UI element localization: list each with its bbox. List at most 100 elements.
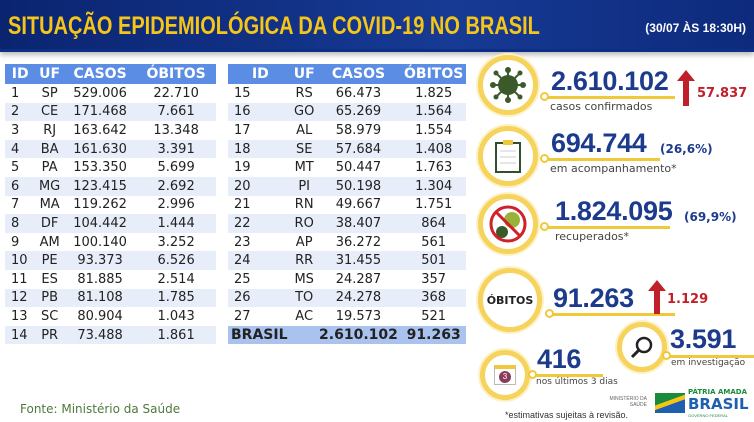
- table-row: 21 RN 49.667 1.751: [228, 196, 466, 215]
- arrow-up-icon: [648, 280, 666, 314]
- cell-id: 4: [5, 139, 36, 159]
- update-date: (30/07 ÀS 18:30H): [645, 21, 746, 35]
- cell-obitos: 6.526: [136, 251, 216, 270]
- recovered-value: 1.824.095: [555, 196, 673, 226]
- table-row: 22 RO 38.407 864: [228, 214, 466, 233]
- cell-casos: 123.415: [63, 176, 137, 196]
- cell-uf: PA: [41, 160, 58, 176]
- cell-id: 27: [234, 308, 251, 324]
- deaths-value: 91.263: [553, 283, 634, 313]
- cell-uf: RS: [295, 85, 313, 101]
- cell-uf: RR: [292, 251, 316, 270]
- cell-casos: 104.442: [63, 214, 137, 233]
- recovered-pct: (69,9%): [684, 210, 737, 224]
- table-row: 14 PR 73.488 1.861: [5, 325, 216, 345]
- no-virus-icon: [478, 194, 538, 254]
- table-row: 7 MA 119.262 2.996: [5, 196, 216, 215]
- cell-obitos: 1.564: [401, 102, 466, 122]
- cell-uf: MS: [294, 271, 314, 287]
- cell-uf: AM: [39, 234, 60, 250]
- cell-casos: 58.979: [335, 122, 382, 138]
- investigation-value: 3.591: [670, 324, 737, 354]
- table-row: 16 GO 65.269 1.564: [228, 102, 466, 122]
- cell-id: 21: [234, 197, 251, 213]
- cell-uf: TO: [292, 288, 316, 308]
- cell-id: 8: [5, 214, 36, 233]
- cell-id: 11: [11, 271, 28, 287]
- table-row: 20 PI 50.198 1.304: [228, 176, 466, 196]
- cell-id: 18: [228, 139, 293, 159]
- cell-id: 20: [228, 176, 293, 196]
- cell-casos: 93.373: [63, 251, 137, 270]
- cell-casos: 65.269: [315, 102, 402, 122]
- col-uf: UF: [35, 64, 64, 84]
- cell-uf: BA: [35, 139, 64, 159]
- cell-obitos: 1.304: [401, 176, 466, 196]
- cell-id: 10: [5, 251, 36, 270]
- table-row: 12 PB 81.108 1.785: [5, 288, 216, 308]
- total-empty: [292, 325, 316, 345]
- cell-casos: 529.006: [73, 85, 127, 101]
- cell-casos: 119.262: [73, 197, 127, 213]
- cell-id: 19: [234, 160, 251, 176]
- cell-uf: SP: [41, 85, 58, 101]
- cell-casos: 57.684: [315, 139, 402, 159]
- cell-id: 22: [228, 214, 293, 233]
- brand-line2: BRASIL: [688, 395, 749, 413]
- cell-obitos: 1.861: [136, 325, 216, 345]
- cell-uf: SC: [40, 308, 59, 324]
- cell-uf: PB: [35, 288, 64, 308]
- table-row: 13 SC 80.904 1.043: [5, 307, 216, 326]
- virus-icon: [478, 55, 538, 115]
- table-row: 6 MG 123.415 2.692: [5, 176, 216, 196]
- table-row: 25 MS 24.287 357: [228, 270, 466, 289]
- cell-obitos: 3.391: [136, 139, 216, 159]
- total-obitos: 91.263: [401, 325, 466, 345]
- source-text: Fonte: Ministério da Saúde: [20, 402, 181, 416]
- cell-obitos: 1.763: [415, 160, 453, 176]
- cell-id: 2: [5, 102, 36, 122]
- cell-id: 24: [228, 251, 293, 270]
- cell-uf: AP: [295, 234, 313, 250]
- cell-obitos: 2.692: [136, 176, 216, 196]
- cell-obitos: 368: [401, 288, 466, 308]
- cell-uf: CE: [35, 102, 64, 122]
- cell-casos: 49.667: [335, 197, 382, 213]
- table-row: 17 AL 58.979 1.554: [228, 121, 466, 140]
- cell-uf: SE: [292, 139, 316, 159]
- cell-obitos: 1.785: [136, 288, 216, 308]
- cell-casos: 38.407: [315, 214, 402, 233]
- cell-obitos: 501: [401, 251, 466, 270]
- cell-casos: 80.904: [77, 308, 123, 324]
- cell-obitos: 1.444: [136, 214, 216, 233]
- cell-id: 14: [5, 325, 36, 345]
- clipboard-icon: [478, 126, 538, 186]
- cell-id: 7: [11, 197, 20, 213]
- cell-casos: 161.630: [63, 139, 137, 159]
- cell-obitos: 1.043: [157, 308, 195, 324]
- deaths-increase: 1.129: [667, 292, 709, 307]
- table-row: 10 PE 93.373 6.526: [5, 251, 216, 270]
- confirmed-label: casos confirmados: [550, 100, 653, 113]
- cell-uf: RN: [294, 197, 314, 213]
- cell-casos: 81.108: [63, 288, 137, 308]
- cell-uf: DF: [35, 214, 64, 233]
- cell-uf: PI: [292, 176, 316, 196]
- cell-id: 6: [5, 176, 36, 196]
- page-title: SITUAÇÃO EPIDEMIOLÓGICA DA COVID-19 NO B…: [8, 12, 540, 40]
- cell-obitos: 2.514: [157, 271, 195, 287]
- cell-obitos: 521: [421, 308, 447, 324]
- cell-obitos: 13.348: [153, 122, 199, 138]
- cell-obitos: 2.996: [157, 197, 195, 213]
- cell-casos: 100.140: [73, 234, 127, 250]
- cell-id: 5: [11, 160, 20, 176]
- table-row: 2 CE 171.468 7.661: [5, 102, 216, 122]
- total-label: BRASIL: [228, 325, 293, 345]
- cell-obitos: 7.661: [136, 102, 216, 122]
- table-row: 27 AC 19.573 521: [228, 307, 466, 326]
- total-casos: 2.610.102: [315, 325, 402, 345]
- confirmed-value: 2.610.102: [551, 66, 669, 96]
- cell-id: 26: [228, 288, 293, 308]
- cell-casos: 24.278: [315, 288, 402, 308]
- table-row: 18 SE 57.684 1.408: [228, 139, 466, 159]
